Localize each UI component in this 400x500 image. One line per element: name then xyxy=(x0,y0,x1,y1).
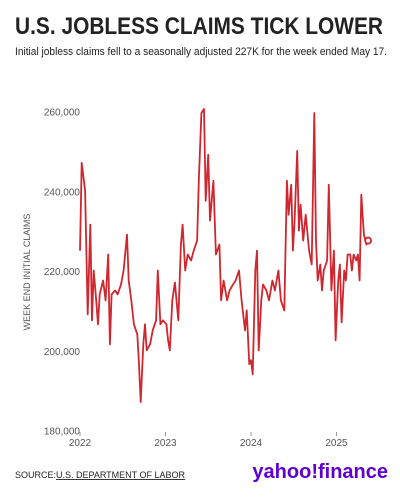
x-tick-label: 2024 xyxy=(240,438,263,449)
x-tick-label: 2023 xyxy=(154,438,177,449)
source-label: SOURCE: xyxy=(15,470,56,480)
logo: yahoo!finance xyxy=(252,461,388,483)
end-marker xyxy=(364,236,373,245)
source-link[interactable]: U.S. DEPARTMENT OF LABOR xyxy=(56,470,186,480)
y-tick-label: 200,000 xyxy=(44,347,81,358)
chart-title: U.S. JOBLESS CLAIMS TICK LOWER xyxy=(15,13,383,40)
y-axis-label: WEEK END INITIAL CLAIMS xyxy=(22,214,32,331)
y-tick-label: 240,000 xyxy=(44,187,81,198)
x-tick-label: 2025 xyxy=(325,438,348,449)
y-tick-label: 180,000 xyxy=(44,427,81,438)
x-tick-label: 2022 xyxy=(69,438,92,449)
y-tick-label: 220,000 xyxy=(44,267,81,278)
chart-subtitle: Initial jobless claims fell to a seasona… xyxy=(15,46,387,58)
line xyxy=(79,108,369,403)
y-tick-label: 260,000 xyxy=(44,108,81,119)
